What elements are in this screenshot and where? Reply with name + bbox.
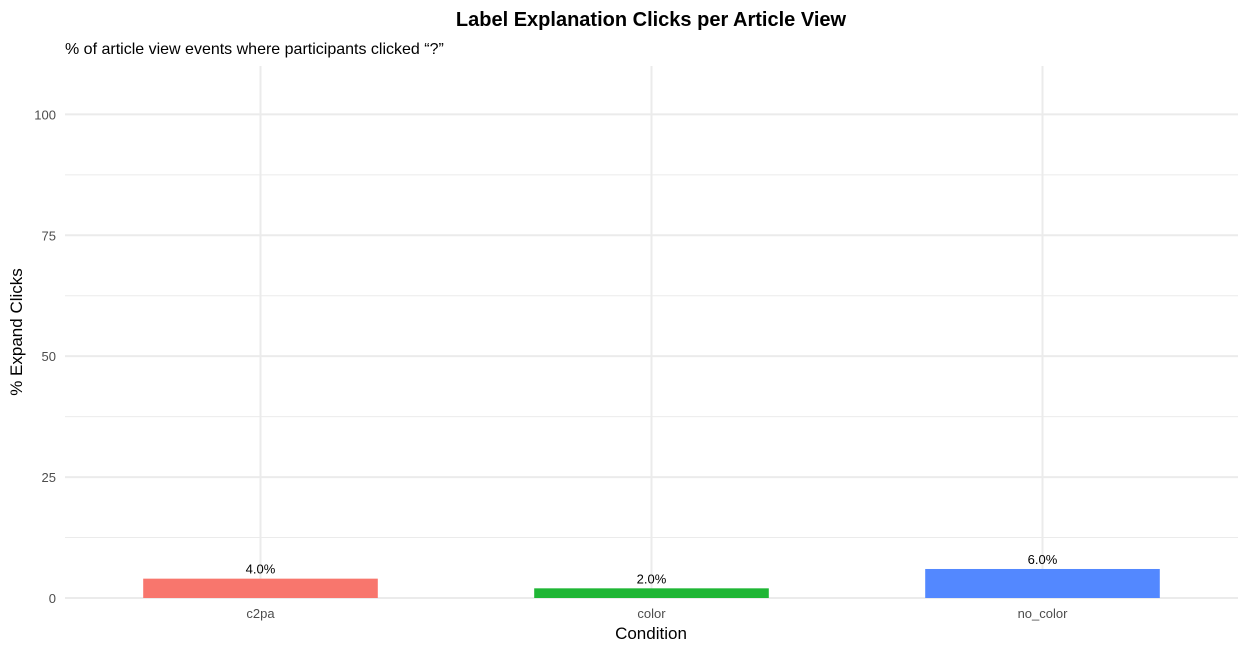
bar-color	[534, 588, 769, 598]
y-tick-label: 75	[42, 228, 56, 243]
bars	[143, 568, 1160, 598]
chart-subtitle: % of article view events where participa…	[65, 41, 444, 58]
bar-value-label: 6.0%	[1028, 552, 1058, 567]
y-axis-title: % Expand Clicks	[7, 268, 26, 396]
bar-value-label: 2.0%	[637, 571, 667, 586]
bar-value-label: 4.0%	[246, 562, 276, 577]
x-axis-title: Condition	[615, 624, 687, 643]
y-tick-label: 25	[42, 470, 56, 485]
axes: 0 25 50 75 100 c2pa color no_color	[34, 107, 1068, 621]
bar-c2pa	[143, 578, 378, 598]
x-tick-label: c2pa	[246, 606, 275, 621]
bar-no_color	[925, 568, 1160, 598]
y-tick-label: 0	[49, 591, 56, 606]
chart-title: Label Explanation Clicks per Article Vie…	[456, 9, 847, 31]
value-labels: 4.0% 2.0% 6.0%	[246, 552, 1058, 586]
grid-lines	[65, 66, 1238, 599]
y-tick-label: 100	[34, 107, 56, 122]
y-tick-label: 50	[42, 349, 56, 364]
x-tick-label: color	[637, 606, 666, 621]
x-tick-label: no_color	[1018, 606, 1069, 621]
